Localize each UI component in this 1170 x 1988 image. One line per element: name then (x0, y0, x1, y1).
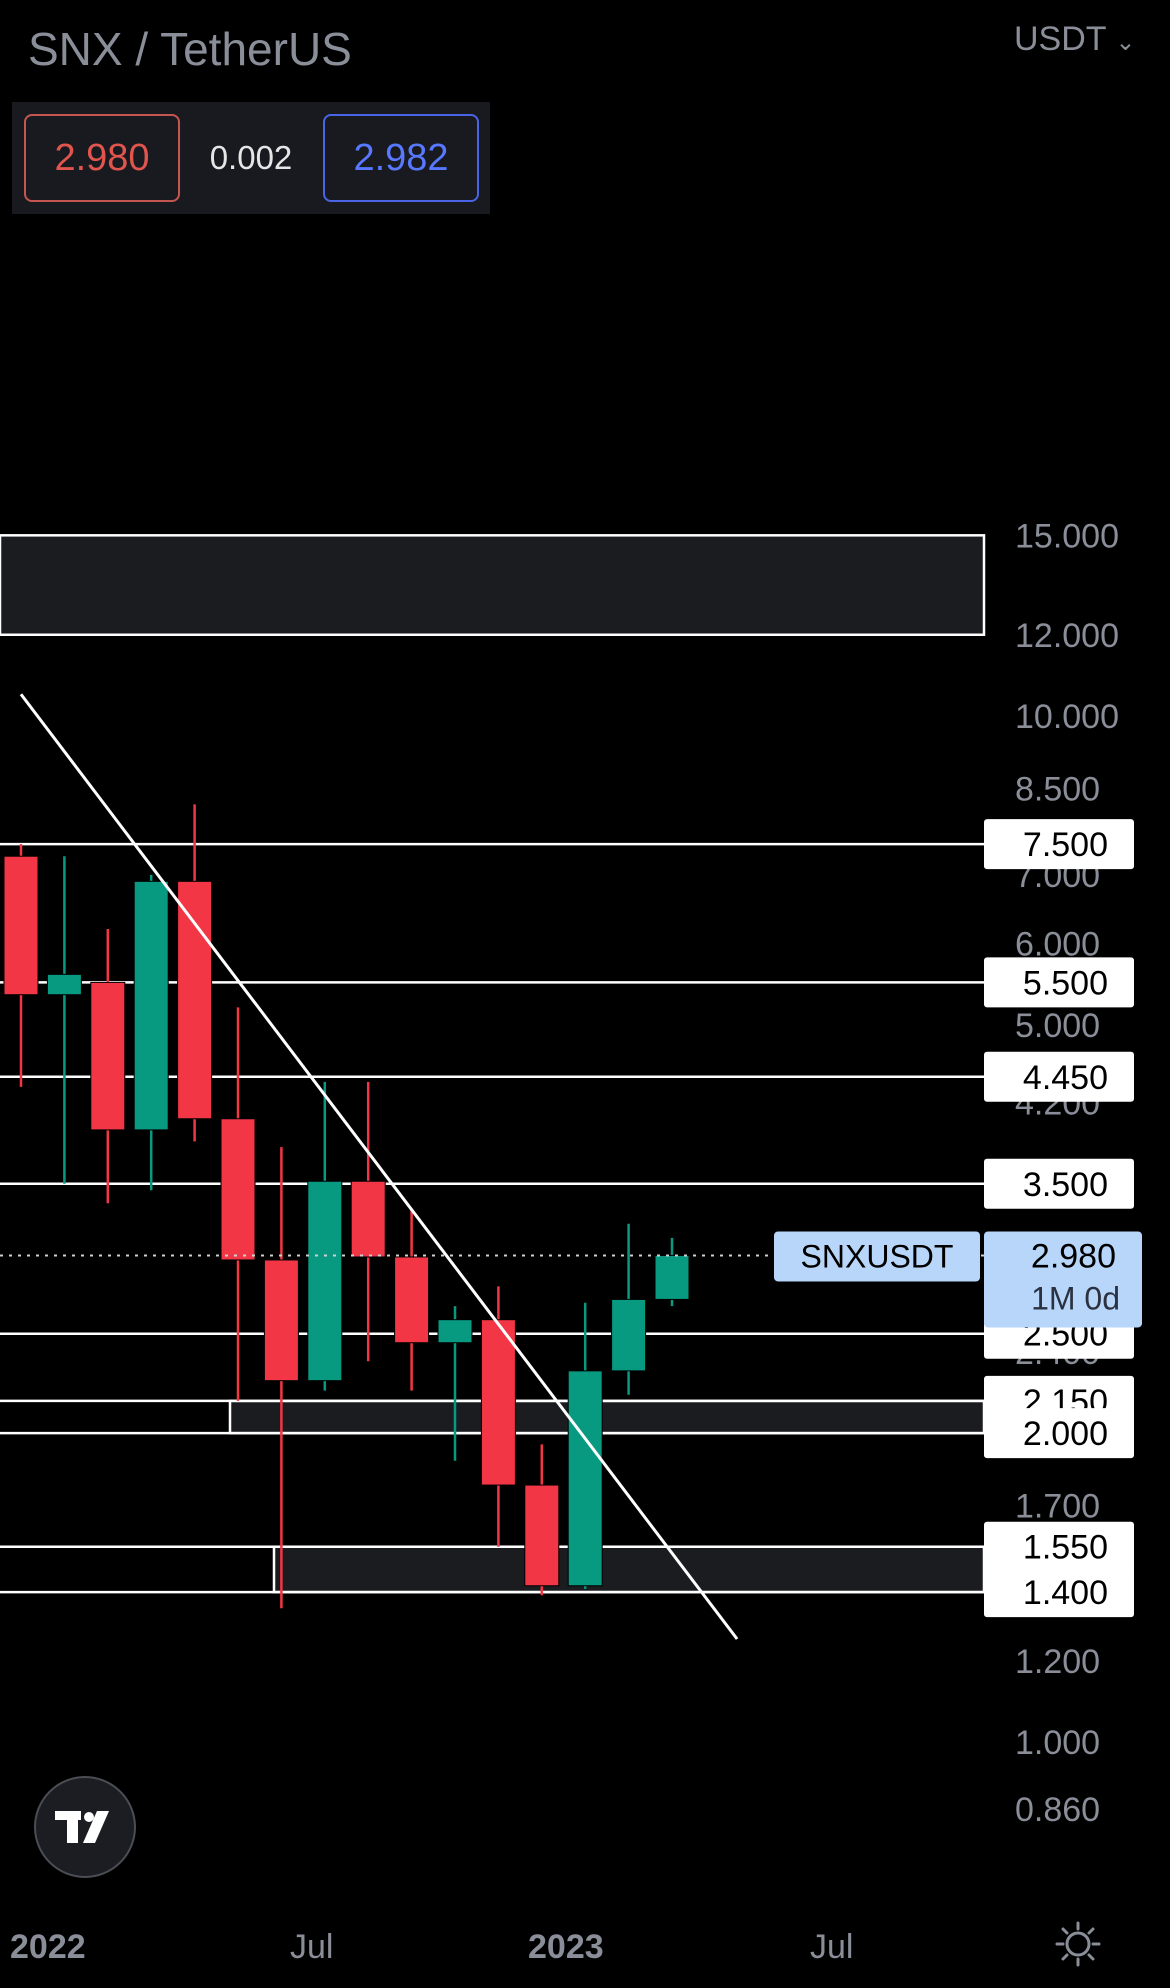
y-axis-tick: 1.700 (1015, 1488, 1100, 1526)
candle (480, 1286, 516, 1547)
candle (307, 1081, 343, 1391)
level-price-tag-label: 1.400 (1023, 1574, 1108, 1612)
y-axis-tick: 6.000 (1015, 926, 1100, 964)
zone-box (228, 1399, 986, 1435)
x-axis-tick: Jul (290, 1928, 333, 1966)
level-price-tag: 4.450 (984, 1051, 1134, 1102)
candle-body (437, 1319, 473, 1344)
level-price-tag: 2.000 (984, 1408, 1134, 1459)
currency-label: USDT (1014, 20, 1106, 58)
y-axis-tick: 10.000 (1015, 698, 1119, 736)
symbol-title[interactable]: SNX / TetherUS (28, 23, 352, 75)
y-axis-tick: 15.000 (1015, 517, 1119, 555)
candle (394, 1210, 430, 1391)
candle (133, 874, 169, 1191)
candle (177, 804, 213, 1142)
y-axis-tick: 1.200 (1015, 1643, 1100, 1681)
zone-box (272, 1545, 986, 1594)
level-price-tag-label: 3.500 (1023, 1166, 1108, 1204)
level-price-tag-bg (984, 957, 1134, 1008)
level-price-tag-bg (984, 819, 1134, 870)
level-price-tag-label: 7.500 (1023, 826, 1108, 864)
level-price-tag-bg (984, 1567, 1134, 1618)
x-axis-tick: 2023 (528, 1928, 604, 1966)
buy-button[interactable]: 2.982 (323, 114, 479, 202)
y-axis-tick: 1.000 (1015, 1724, 1100, 1762)
candle (437, 1306, 473, 1461)
candle (3, 844, 39, 1087)
chevron-down-icon: ⌄ (1115, 29, 1136, 56)
level-price-tag: 1.550 (984, 1521, 1134, 1572)
y-axis-tick: 0.860 (1015, 1791, 1100, 1829)
candle (90, 929, 126, 1204)
candle-body (307, 1180, 343, 1382)
level-price-tag-bg (984, 1158, 1134, 1209)
candle (567, 1302, 603, 1589)
candle-body (3, 855, 39, 996)
level-price-tag: 3.500 (984, 1158, 1134, 1209)
candle-body (220, 1118, 256, 1261)
y-axis-tick: 8.500 (1015, 770, 1100, 808)
candle-body (654, 1254, 690, 1300)
candle (46, 856, 82, 1184)
candle (524, 1444, 560, 1596)
candle-body (524, 1484, 560, 1587)
candle (350, 1081, 386, 1362)
candle-body (177, 880, 213, 1120)
gear-icon[interactable] (1054, 1920, 1102, 1968)
candle-body (394, 1256, 430, 1344)
candle (220, 1007, 256, 1401)
last-price-box (984, 1231, 1142, 1328)
candle-body (350, 1180, 386, 1258)
level-price-tag: 7.500 (984, 819, 1134, 870)
last-price-tag: SNXUSDT 2.980 1M 0d (774, 1231, 1142, 1328)
candle-body (263, 1259, 299, 1382)
level-price-tag: 1.400 (984, 1567, 1134, 1618)
candle (654, 1237, 690, 1307)
level-price-tag-bg (984, 1408, 1134, 1459)
tradingview-logo-icon[interactable] (34, 1776, 136, 1878)
candle-countdown: 1M 0d (1031, 1280, 1120, 1316)
trend-line (19, 693, 739, 1640)
level-price-tag-label: 4.450 (1023, 1059, 1108, 1097)
last-price-value: 2.980 (1031, 1237, 1116, 1275)
candle-body (611, 1298, 647, 1372)
x-axis-tick: 2022 (10, 1928, 86, 1966)
level-price-tag: 5.500 (984, 957, 1134, 1008)
x-axis-tick: Jul (810, 1928, 853, 1966)
candle (263, 1147, 299, 1609)
candle-body (46, 973, 82, 996)
level-price-tag-bg (984, 1521, 1134, 1572)
candle-body (133, 880, 169, 1131)
level-price-tag-label: 2.000 (1023, 1415, 1108, 1453)
candle-body (567, 1370, 603, 1587)
level-price-tag-label: 5.500 (1023, 964, 1108, 1002)
symbol-tag-bg (774, 1231, 980, 1282)
sell-button[interactable]: 2.980 (24, 114, 180, 202)
candle-body (480, 1319, 516, 1486)
candle-body (90, 981, 126, 1131)
quote-panel (12, 102, 490, 214)
zone-box (0, 534, 986, 637)
candle (611, 1223, 647, 1395)
y-axis-tick: 12.000 (1015, 617, 1119, 655)
currency-selector[interactable]: USDT ⌄ (1014, 20, 1136, 59)
symbol-tag-label: SNXUSDT (801, 1238, 954, 1274)
y-axis-tick: 5.000 (1015, 1007, 1100, 1045)
level-price-tag-bg (984, 1051, 1134, 1102)
spread-value: 0.002 (209, 139, 293, 176)
level-price-tag-label: 1.550 (1023, 1529, 1108, 1567)
